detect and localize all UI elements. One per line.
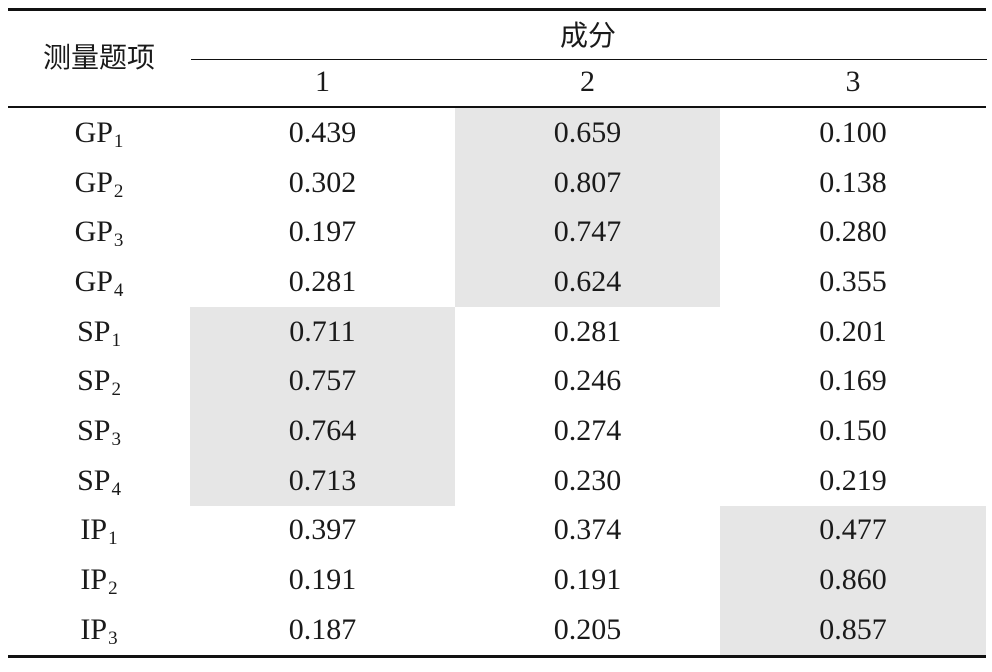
loading-cell: 0.711	[190, 306, 455, 357]
loading-cell: 0.230	[553, 463, 622, 497]
table-row: IP 1 0.397 0.374 0.477	[8, 505, 986, 556]
row-label-base: SP	[77, 364, 111, 398]
row-label-subscript: 1	[111, 329, 121, 351]
row-label-subscript: 2	[108, 578, 118, 600]
row-label: GP 3	[8, 207, 190, 257]
header-rule	[8, 106, 986, 108]
header-column-1: 1	[315, 65, 330, 98]
loading-cell: 0.439	[288, 115, 357, 149]
row-label: GP 1	[8, 108, 190, 158]
component-subrule	[191, 59, 987, 60]
row-label-base: GP	[74, 215, 113, 249]
table-row: SP 4 0.713 0.230 0.219	[8, 455, 986, 506]
row-label: IP 3	[8, 605, 190, 655]
row-label-subscript: 3	[108, 627, 118, 649]
loading-cell: 0.355	[819, 264, 887, 298]
loading-cell: 0.747	[455, 207, 720, 258]
row-label: IP 2	[8, 555, 190, 605]
loading-cell: 0.197	[288, 215, 357, 249]
table-row: SP 1 0.711 0.281 0.201	[8, 306, 986, 357]
table-body: GP 1 0.439 0.659 0.100 GP 2 0.302 0.807 0.138 GP 3 0…	[8, 108, 986, 655]
loading-cell: 0.713	[190, 455, 455, 506]
row-label: GP 4	[8, 257, 190, 307]
loading-cell: 0.857	[720, 604, 986, 655]
loading-cell: 0.757	[190, 356, 455, 407]
row-label-base: SP	[77, 463, 111, 497]
row-label-base: GP	[74, 165, 113, 199]
top-rule	[8, 8, 986, 11]
loading-cell: 0.219	[819, 463, 887, 497]
row-label-base: IP	[80, 612, 108, 646]
table-row: GP 2 0.302 0.807 0.138	[8, 157, 986, 208]
table-row: SP 3 0.764 0.274 0.150	[8, 406, 986, 456]
row-label-base: IP	[80, 513, 108, 547]
loading-cell: 0.374	[553, 513, 622, 547]
loading-cell: 0.187	[288, 612, 357, 646]
row-label: SP 4	[8, 456, 190, 506]
loading-cell: 0.138	[819, 165, 887, 199]
row-label-subscript: 1	[113, 130, 124, 152]
row-label-subscript: 3	[111, 428, 121, 450]
loading-cell: 0.659	[455, 108, 720, 158]
bottom-rule	[8, 655, 986, 658]
loading-cell: 0.860	[720, 555, 986, 605]
table-row: GP 4 0.281 0.624 0.355	[8, 257, 986, 307]
loading-cell: 0.100	[819, 115, 887, 149]
row-label-subscript: 4	[111, 478, 121, 500]
row-label-subscript: 1	[108, 528, 118, 550]
row-label-base: IP	[80, 563, 108, 597]
loading-cell: 0.764	[190, 406, 455, 456]
row-label-base: SP	[77, 413, 111, 447]
loading-cell: 0.397	[288, 513, 357, 547]
loading-cell: 0.624	[455, 257, 720, 307]
row-label: SP 3	[8, 406, 190, 456]
loading-cell: 0.274	[553, 413, 622, 447]
row-label: SP 1	[8, 307, 190, 357]
row-label: SP 2	[8, 356, 190, 406]
loading-cell: 0.191	[288, 563, 357, 597]
header-column-2: 2	[580, 65, 595, 98]
loading-cell: 0.191	[553, 563, 622, 597]
loading-cell: 0.280	[819, 215, 887, 249]
table-row: IP 3 0.187 0.205 0.857	[8, 604, 986, 655]
row-label-subscript: 2	[111, 379, 121, 401]
row-label: IP 1	[8, 506, 190, 556]
loading-cell: 0.807	[455, 157, 720, 208]
row-label-base: GP	[74, 264, 113, 298]
table-row: GP 3 0.197 0.747 0.280	[8, 207, 986, 258]
table-row: GP 1 0.439 0.659 0.100	[8, 108, 986, 158]
loading-cell: 0.201	[819, 314, 887, 348]
header-item-label: 测量题项	[42, 41, 155, 74]
loading-cell: 0.150	[819, 413, 887, 447]
loading-cell: 0.281	[553, 314, 622, 348]
row-label-subscript: 3	[113, 230, 124, 252]
header-column-3: 3	[845, 65, 861, 98]
table-row: SP 2 0.757 0.246 0.169	[8, 356, 986, 407]
loading-cell: 0.246	[553, 364, 622, 398]
loading-cell: 0.169	[819, 364, 887, 398]
row-label-base: GP	[74, 115, 113, 149]
loading-cell: 0.281	[288, 264, 357, 298]
header-component-label: 成分	[559, 19, 616, 52]
loading-cell: 0.302	[288, 165, 357, 199]
loading-cell: 0.205	[553, 612, 622, 646]
loading-cell: 0.477	[720, 505, 986, 556]
row-label-base: SP	[77, 314, 111, 348]
row-label: GP 2	[8, 158, 190, 208]
table-row: IP 2 0.191 0.191 0.860	[8, 555, 986, 605]
row-label-subscript: 2	[113, 180, 124, 202]
row-label-subscript: 4	[113, 279, 124, 301]
